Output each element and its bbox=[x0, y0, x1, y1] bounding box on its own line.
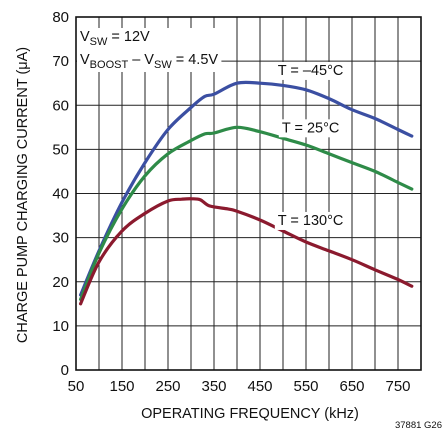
x-tick-label: 50 bbox=[68, 378, 85, 395]
plot-frame bbox=[75, 16, 422, 371]
y-tick-label: 20 bbox=[52, 274, 69, 291]
x-tick-label: 150 bbox=[109, 378, 134, 395]
series-label-bg bbox=[278, 119, 343, 138]
series-line-1 bbox=[79, 125, 414, 301]
figure-id: 37881 G26 bbox=[395, 420, 442, 431]
series-line-0 bbox=[79, 80, 414, 297]
series-label-text: T = –45°C bbox=[278, 63, 344, 79]
series-line-2 bbox=[79, 197, 414, 306]
series-labels: T = –45°C T = 25°C T = 130°C bbox=[274, 61, 347, 230]
y-tick-label: 60 bbox=[52, 97, 69, 114]
condition-vsw: VSW = 12V bbox=[80, 29, 150, 48]
y-tick-label: 80 bbox=[52, 9, 69, 26]
series-label-1: T = 25°C bbox=[278, 119, 343, 138]
series-group bbox=[79, 80, 414, 306]
x-tick-label: 550 bbox=[293, 378, 318, 395]
y-tick-label: 10 bbox=[52, 318, 69, 335]
x-tick-label: 350 bbox=[201, 378, 226, 395]
y-tick-label: 50 bbox=[52, 141, 69, 158]
x-tick-label: 650 bbox=[339, 378, 364, 395]
y-tick-label: 30 bbox=[52, 230, 69, 247]
y-tick-label: 40 bbox=[52, 186, 69, 203]
series-label-bg bbox=[274, 211, 347, 230]
y-axis-title: CHARGE PUMP CHARGING CURRENT (μA) bbox=[15, 47, 31, 343]
x-tick-label: 450 bbox=[247, 378, 272, 395]
x-tick-label: 250 bbox=[155, 378, 180, 395]
series-label-text: T = 25°C bbox=[282, 120, 340, 136]
y-tick-label: 0 bbox=[61, 362, 69, 379]
tick-labels: 50 150 250 350 450 550 650 750 0 10 20 30 40 50 60 70 80 bbox=[52, 9, 410, 395]
x-tick-label: 750 bbox=[385, 378, 410, 395]
condition-vboost: VBOOST – VSW = 4.5V bbox=[80, 52, 218, 71]
series-label-bg bbox=[274, 61, 347, 80]
series-label-0: T = –45°C bbox=[274, 61, 347, 80]
series-label-text: T = 130°C bbox=[278, 213, 344, 229]
plot-border bbox=[75, 16, 422, 371]
series-label-2: T = 130°C bbox=[274, 211, 347, 230]
x-axis-title: OPERATING FREQUENCY (kHz) bbox=[141, 406, 359, 422]
operating-conditions: VSW = 12V VBOOST – VSW = 4.5V bbox=[77, 28, 222, 72]
y-tick-label: 70 bbox=[52, 53, 69, 70]
conditions-bg bbox=[77, 28, 222, 72]
